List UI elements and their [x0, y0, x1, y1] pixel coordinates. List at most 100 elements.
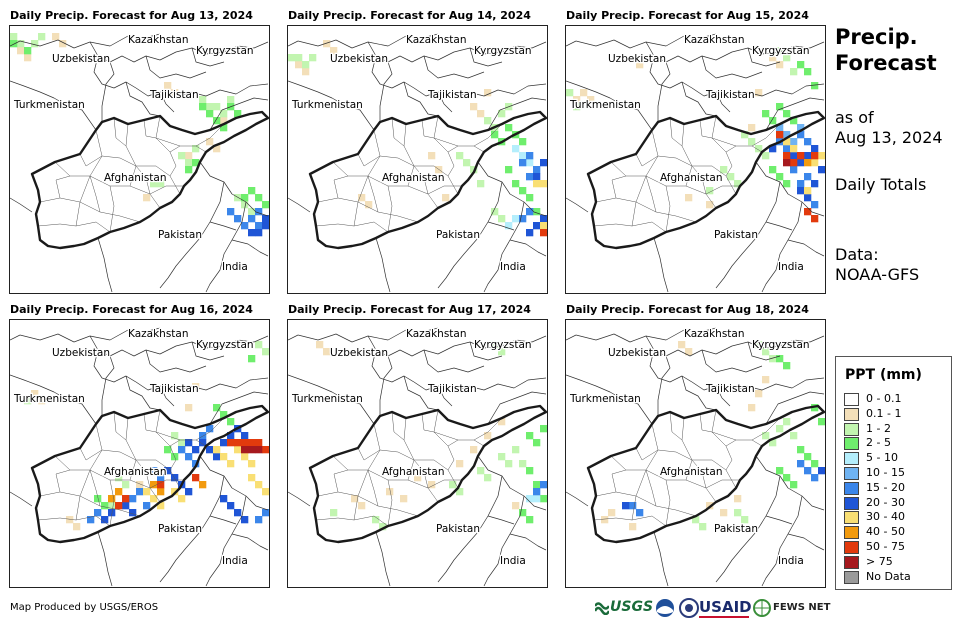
country-border: [649, 349, 693, 383]
precip-cell: [748, 138, 756, 146]
precip-cell: [636, 61, 644, 69]
precip-cell: [262, 201, 269, 209]
country-label-turkmenistan: Turkmenistan: [291, 99, 363, 111]
precip-cell: [164, 446, 172, 454]
province-boundary: [353, 515, 389, 527]
precip-cell: [512, 180, 520, 188]
province-boundary: [155, 115, 181, 153]
precip-cell: [804, 194, 812, 202]
precip-cell: [157, 474, 165, 482]
precip-cell: [741, 516, 749, 524]
country-label-uzbekistan: Uzbekistan: [52, 53, 110, 65]
country-border: [787, 533, 825, 551]
country-border: [715, 181, 781, 289]
province-boundary: [669, 411, 683, 441]
country-border: [97, 531, 113, 587]
precip-cell: [220, 411, 228, 419]
precip-cell: [818, 166, 825, 174]
country-border: [288, 491, 311, 507]
precip-cell: [519, 509, 527, 517]
legend-label: 0.1 - 1: [866, 406, 902, 420]
precip-cell: [108, 495, 116, 503]
country-border: [93, 55, 137, 89]
precip-cell: [323, 40, 331, 48]
precip-cell: [302, 68, 310, 76]
precip-cell: [108, 509, 116, 517]
province-boundary: [421, 119, 435, 139]
precip-cell: [262, 509, 269, 517]
country-label-pakistan: Pakistan: [714, 523, 758, 535]
province-boundary: [75, 221, 111, 233]
precip-cell: [213, 117, 221, 125]
precip-cell: [248, 355, 256, 363]
province-boundary: [403, 123, 415, 187]
province-boundary: [631, 221, 667, 233]
precip-cell: [498, 453, 506, 461]
precip-cell: [519, 187, 527, 195]
precip-cell: [255, 208, 263, 216]
precip-cell: [234, 215, 242, 223]
precip-cell: [762, 432, 770, 440]
precip-cell: [122, 495, 130, 503]
precip-cell: [566, 89, 574, 97]
precip-cell: [185, 152, 193, 160]
precip-cell: [234, 194, 242, 202]
precip-cell: [129, 509, 137, 517]
precip-cell: [804, 138, 812, 146]
legend-label: 5 - 10: [866, 451, 898, 465]
precip-cell: [783, 418, 791, 426]
country-label-kazakhstan: Kazakhstan: [406, 328, 467, 340]
precip-cell: [185, 453, 193, 461]
legend-label: 30 - 40: [866, 510, 905, 524]
precip-cell: [115, 474, 123, 482]
province-boundary: [317, 197, 399, 217]
country-border: [657, 355, 671, 416]
province-boundary: [353, 129, 381, 227]
precip-cell: [484, 474, 492, 482]
country-border: [199, 161, 269, 217]
country-border: [191, 341, 225, 361]
precip-cell: [255, 194, 263, 202]
country-label-kyrgyzstan: Kyrgyzstan: [474, 339, 532, 351]
province-boundary: [37, 517, 77, 521]
country-label-turkmenistan: Turkmenistan: [13, 393, 85, 405]
precip-cell: [241, 453, 249, 461]
precip-cell: [248, 446, 256, 454]
precip-cell: [811, 82, 819, 90]
province-boundary: [155, 431, 207, 447]
precip-cell: [804, 152, 812, 160]
precip-cell: [227, 208, 235, 216]
as-of-date: as of Aug 13, 2024: [835, 108, 943, 148]
precip-cell: [248, 229, 256, 237]
precip-cell: [776, 61, 784, 69]
province-boundary: [89, 469, 101, 507]
province-boundary: [725, 151, 733, 177]
country-label-kazakhstan: Kazakhstan: [684, 34, 745, 46]
precip-cell: [526, 208, 534, 216]
province-boundary: [711, 137, 763, 153]
precip-cell: [797, 159, 805, 167]
precip-cell: [435, 166, 443, 174]
province-boundary: [447, 151, 455, 177]
precip-cell: [185, 166, 193, 174]
precip-cell: [797, 61, 805, 69]
precip-cell: [192, 474, 200, 482]
precip-cell: [94, 495, 102, 503]
country-border: [761, 201, 803, 293]
precip-cell: [199, 481, 207, 489]
province-boundary: [635, 447, 659, 461]
precip-cell: [776, 103, 784, 111]
afghanistan-border: [308, 110, 547, 250]
precip-cell: [491, 208, 499, 216]
province-boundary: [79, 153, 103, 167]
precip-cell: [811, 159, 819, 167]
country-border: [715, 91, 731, 113]
country-border: [413, 377, 547, 393]
precip-cell: [220, 110, 228, 118]
precip-cell: [776, 355, 784, 363]
country-border: [371, 55, 415, 89]
province-boundary: [473, 417, 503, 441]
province-boundary: [333, 469, 349, 493]
country-border: [10, 491, 33, 507]
country-border: [89, 335, 269, 357]
